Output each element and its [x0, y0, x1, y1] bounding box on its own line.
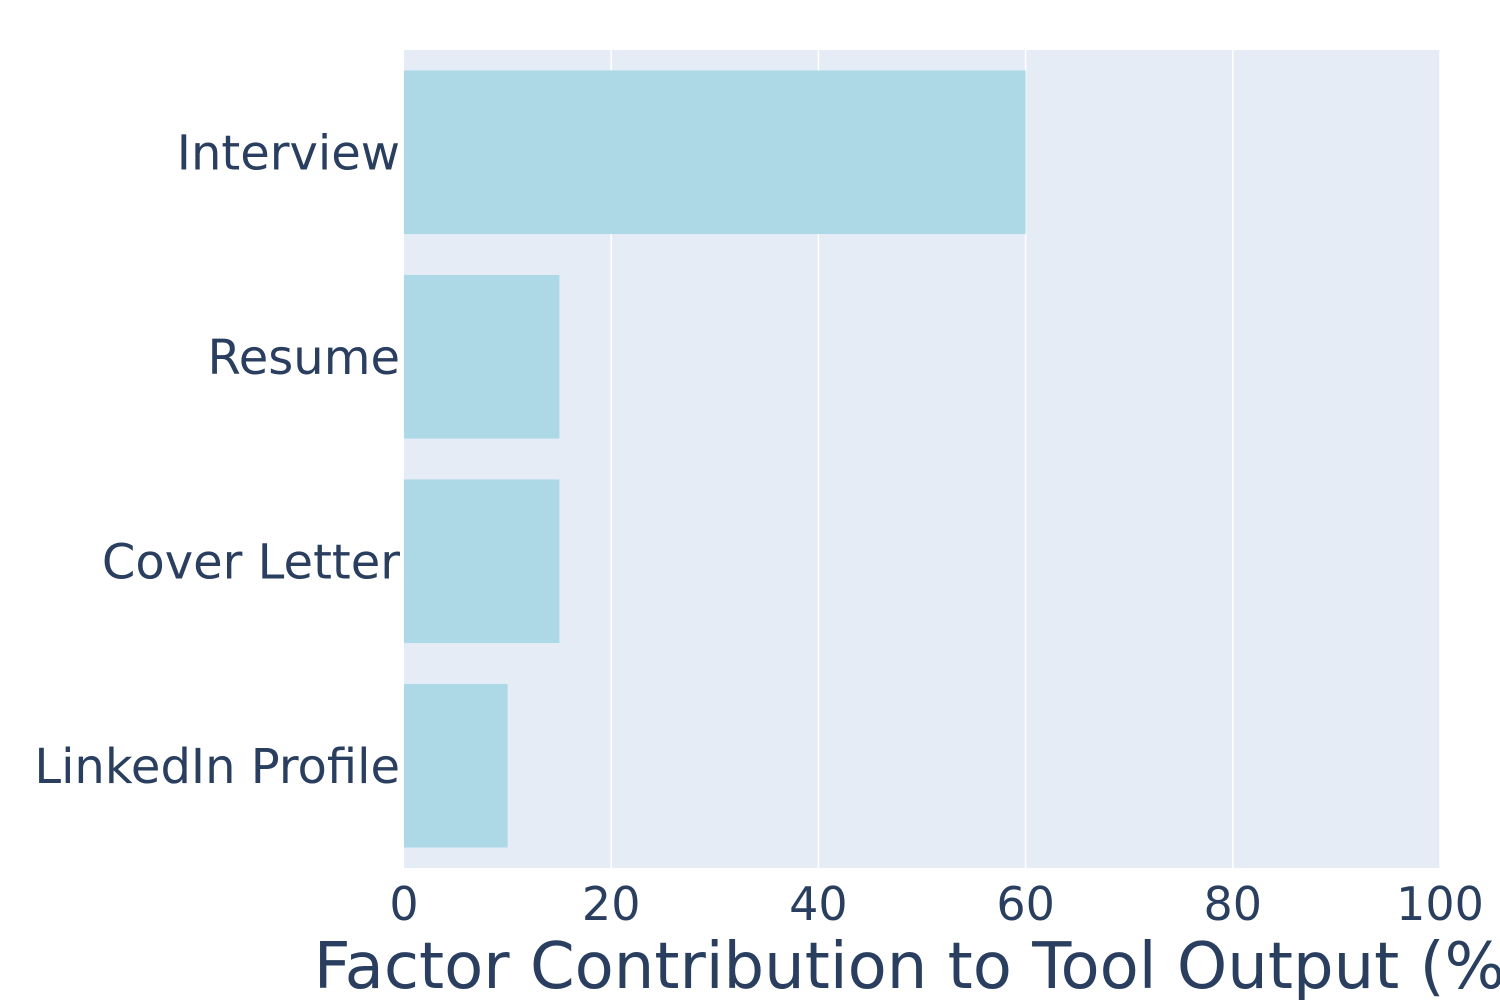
bars: [404, 70, 1026, 848]
category-label-resume: Resume: [208, 330, 400, 386]
bar-resume: [404, 274, 560, 439]
category-label-cover-letter: Cover Letter: [102, 534, 400, 590]
x-tick-label-0: 0: [389, 877, 418, 931]
x-tick-labels: 0 20 40 60 80 100: [389, 877, 1484, 931]
x-axis-title: Factor Contribution to Tool Output (%): [314, 930, 1500, 1000]
x-tick-label-60: 60: [996, 877, 1055, 931]
category-label-linkedin-profile: LinkedIn Profile: [34, 739, 400, 795]
x-tick-label-20: 20: [582, 877, 641, 931]
x-tick-label-40: 40: [789, 877, 848, 931]
bar-cover-letter: [404, 479, 560, 644]
x-tick-label-80: 80: [1204, 877, 1263, 931]
x-tick-label-100: 100: [1396, 877, 1484, 931]
bar-linkedin-profile: [404, 683, 508, 848]
category-labels: Interview Resume Cover Letter LinkedIn Prof…: [34, 125, 400, 795]
bar-interview: [404, 70, 1026, 235]
category-label-interview: Interview: [177, 125, 400, 181]
